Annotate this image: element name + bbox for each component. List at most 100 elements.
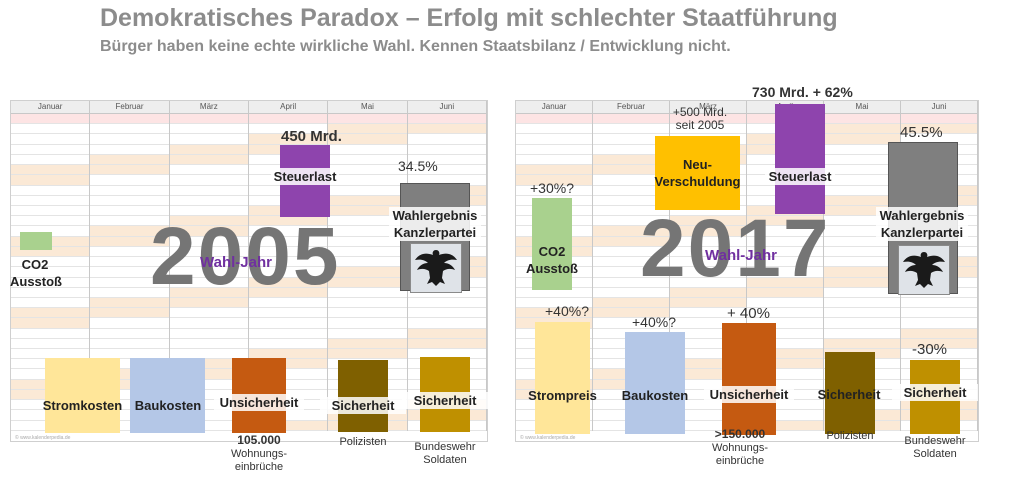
calendar-day-cell <box>516 114 592 125</box>
wahl-pct-2005: 34.5% <box>398 158 438 174</box>
calendar-day-cell <box>328 216 407 227</box>
calendar-day-cell <box>90 308 169 319</box>
calendar-day-cell <box>593 114 669 125</box>
calendar-day-cell <box>747 410 823 421</box>
calendar-day-cell <box>824 124 900 135</box>
calendar-day-cell <box>169 175 248 186</box>
calendar-day-cell <box>169 329 248 339</box>
calendar-month-header: Januar Februar März April Mai Juni <box>11 101 487 114</box>
calendar-day-cell <box>824 318 900 329</box>
unsicherheit-sub-line2: einbrüche <box>715 455 765 467</box>
calendar-day-cell <box>328 195 407 206</box>
month-label: Mai <box>328 101 408 113</box>
calendar-day-cell <box>407 298 486 309</box>
calendar-day-cell <box>90 165 169 176</box>
calendar-day-cell <box>593 236 669 247</box>
calendar-day-cell <box>516 186 592 196</box>
calendar-day-cell <box>90 410 169 421</box>
calendar-day-cell <box>90 390 169 401</box>
calendar-day-cell <box>11 145 90 155</box>
calendar-day-cell <box>11 155 90 166</box>
steuerlast-value-2017: 730 Mrd. + 62% <box>752 84 853 100</box>
calendar-day-cell <box>169 359 248 370</box>
month-label: April <box>249 101 329 113</box>
calendar-day-cell <box>90 114 169 125</box>
calendar-day-cell <box>11 114 90 125</box>
calendar-day-cell <box>593 318 669 329</box>
calendar-day-cell <box>824 205 900 217</box>
wahl-label-line1: Wahlergebnis <box>879 208 965 223</box>
calendar-day-cell <box>90 329 169 339</box>
calendar-day-cell <box>328 298 407 309</box>
calendar-day-cell <box>90 297 169 309</box>
calendar-day-cell <box>824 186 900 196</box>
calendar-day-cell <box>328 329 407 339</box>
calendar-day-cell <box>593 247 669 258</box>
calendar-day-cell <box>670 257 746 268</box>
calendar-day-cell <box>824 288 900 298</box>
calendar-day-cell <box>169 124 248 135</box>
calendar-day-cell <box>593 308 669 319</box>
calendar-day-cell <box>248 349 328 360</box>
calendar-day-cell <box>169 308 248 319</box>
calendar-day-cell <box>328 267 407 278</box>
unsicherheit-pct-2017: + 40% <box>727 305 770 322</box>
calendar-day-cell <box>169 390 248 401</box>
calendar-day-cell <box>901 114 977 125</box>
calendar-day-cell <box>516 298 592 309</box>
month-label: März <box>670 101 747 113</box>
calendar-day-cell <box>328 155 407 166</box>
baukosten-label-2017: Baukosten <box>621 388 689 403</box>
co2-pct-2017: +30%? <box>530 180 574 196</box>
calendar-column <box>670 114 747 431</box>
calendar-day-cell <box>670 237 746 247</box>
sicherheit-label-bundeswehr-2017: Sicherheit <box>892 384 978 401</box>
calendar-day-cell <box>747 298 823 309</box>
calendar-day-cell <box>90 175 169 186</box>
sicherheit-pct-2017: -30% <box>912 341 948 358</box>
month-label: März <box>170 101 249 113</box>
unsicherheit-value-2017: >150.000 Wohnungs- einbrüche <box>700 428 780 468</box>
calendar-day-cell <box>90 400 169 411</box>
calendar-day-cell <box>407 308 486 319</box>
steuerlast-label-2005: Steuerlast <box>271 168 339 185</box>
unsicherheit-label-2017: Unsicherheit <box>704 386 794 403</box>
calendar-day-cell <box>11 216 90 227</box>
calendar-day-cell <box>670 329 746 339</box>
calendar-day-cell <box>169 144 248 155</box>
co2-label-2017: CO2 Ausstoß <box>522 243 582 277</box>
calendar-day-cell <box>407 338 486 350</box>
calendar-day-cell <box>670 226 746 237</box>
calendar-day-cell <box>593 257 669 268</box>
calendar-day-cell <box>11 298 90 309</box>
calendar-day-cell <box>169 226 248 237</box>
calendar-month-header: Januar Februar März April Mai Juni <box>516 101 978 114</box>
calendar-day-cell <box>248 359 328 370</box>
calendar-day-cell <box>670 410 746 421</box>
calendar-day-cell <box>407 328 486 339</box>
calendar-day-cell <box>11 267 90 278</box>
bundeswehr-line1: Bundeswehr <box>904 435 966 447</box>
calendar-day-cell <box>11 134 90 145</box>
calendar-day-cell <box>747 369 823 380</box>
calendar-day-cell <box>593 165 669 176</box>
calendar-day-cell <box>11 329 90 339</box>
calendar-day-cell <box>169 380 248 390</box>
wahl-label-line2: Kanzlerpartei <box>393 225 477 240</box>
baukosten-pct-2017: +40%? <box>632 314 676 330</box>
calendar-day-cell <box>90 226 169 237</box>
calendar-day-cell <box>901 349 977 360</box>
calendar-day-cell <box>747 267 823 278</box>
calendar-day-cell <box>747 257 823 268</box>
calendar-day-cell <box>901 338 977 350</box>
calendar-day-cell <box>90 359 169 370</box>
calendar-day-cell <box>824 114 900 125</box>
calendar-day-cell <box>328 175 407 186</box>
calendar-day-cell <box>747 400 823 411</box>
calendar-day-cell <box>90 339 169 350</box>
wahl-pct-2017: 45.5% <box>900 124 943 141</box>
unsicherheit-value: >150.000 <box>714 427 766 441</box>
calendar-day-cell <box>824 195 900 206</box>
calendar-day-cell <box>328 338 407 350</box>
calendar-day-cell <box>11 288 90 298</box>
